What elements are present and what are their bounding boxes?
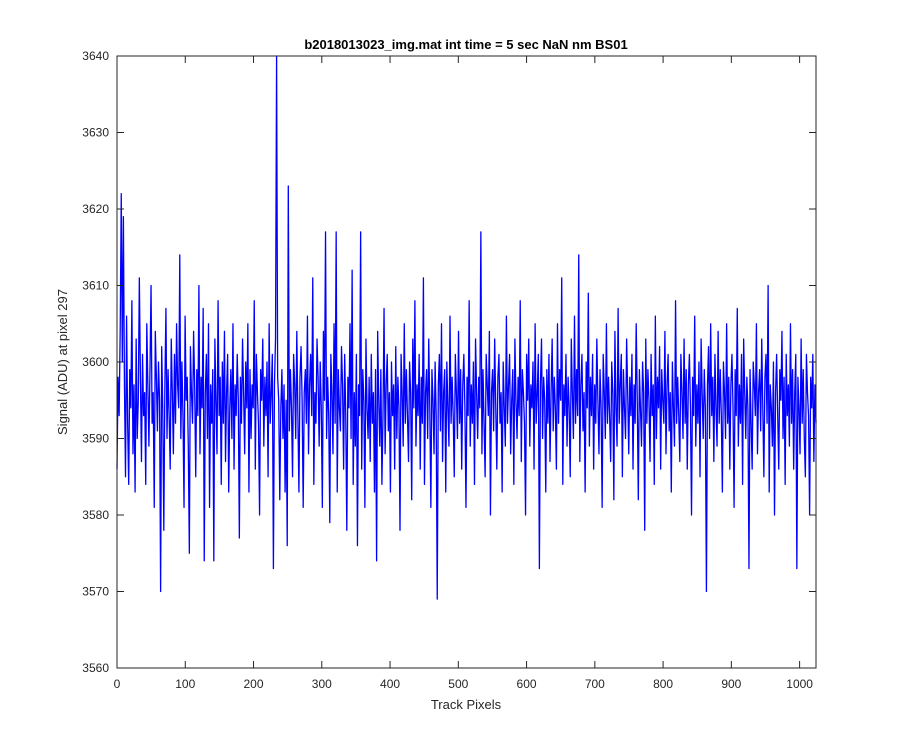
- y-tick-label: 3630: [82, 126, 109, 140]
- y-tick-label: 3560: [82, 661, 109, 675]
- y-tick-label: 3580: [82, 508, 109, 522]
- x-tick-label: 800: [653, 677, 673, 691]
- x-tick-label: 300: [312, 677, 332, 691]
- x-tick-label: 400: [380, 677, 400, 691]
- y-tick-label: 3640: [82, 49, 109, 63]
- x-axis-ticks: 0 100 200 300 400 500 600 700 800 900 1000: [114, 56, 813, 691]
- x-tick-label: 100: [175, 677, 195, 691]
- series-layer: [116, 55, 817, 600]
- y-tick-label: 3570: [82, 585, 109, 599]
- y-tick-label: 3610: [82, 279, 109, 293]
- x-tick-label: 900: [721, 677, 741, 691]
- y-axis-label: Signal (ADU) at pixel 297: [55, 289, 70, 435]
- y-tick-label: 3600: [82, 355, 109, 369]
- series-line: [116, 55, 817, 600]
- x-tick-label: 0: [114, 677, 121, 691]
- x-axis-label: Track Pixels: [431, 697, 502, 712]
- chart-title: b2018013023_img.mat int time = 5 sec NaN…: [304, 37, 627, 52]
- x-tick-label: 1000: [786, 677, 813, 691]
- x-tick-label: 500: [448, 677, 468, 691]
- y-tick-label: 3590: [82, 432, 109, 446]
- y-axis-ticks: 3560 3570 3580 3590 3600 3610 3620 3630 3640: [82, 49, 816, 675]
- x-tick-label: 700: [585, 677, 605, 691]
- y-tick-label: 3620: [82, 202, 109, 216]
- x-tick-label: 600: [517, 677, 537, 691]
- x-tick-label: 200: [244, 677, 264, 691]
